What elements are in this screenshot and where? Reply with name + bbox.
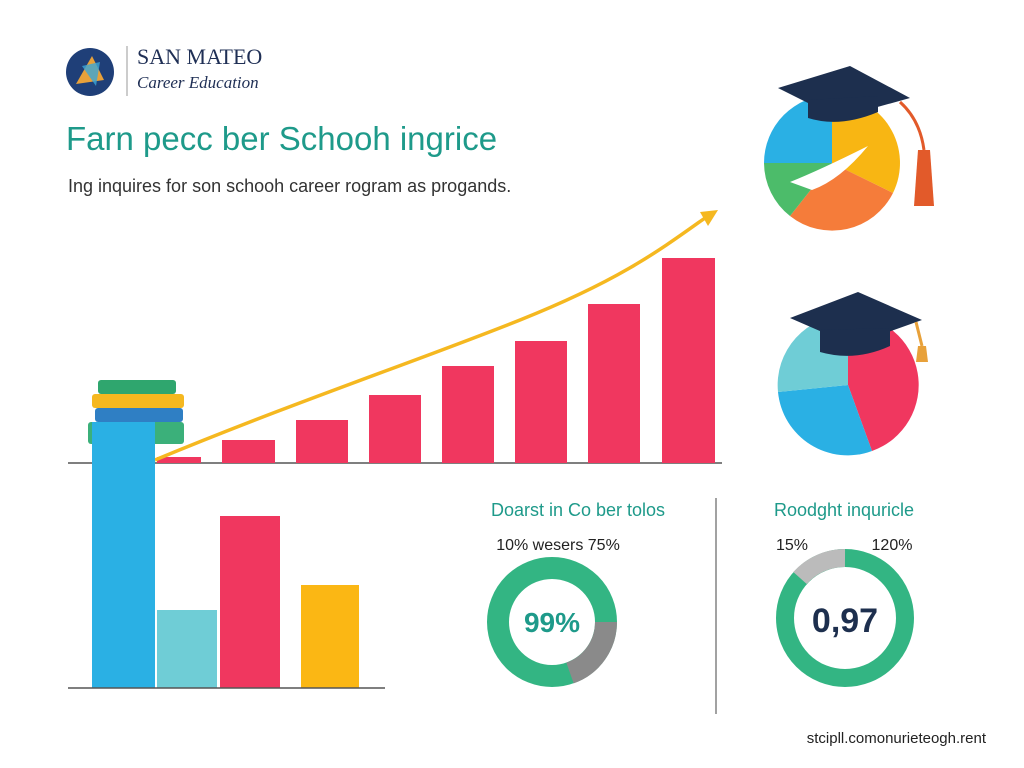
footer-url: stcipll.comonurieteogh.rent [807, 730, 987, 747]
tassel [914, 321, 924, 347]
stat-caption: 10% wesers 75% [496, 537, 620, 554]
bar [369, 395, 421, 463]
stat-title: Roodght inquricle [774, 500, 914, 520]
pie-graduation-2 [777, 292, 928, 456]
stat-center: 0,97 [812, 602, 878, 640]
pie-graduation-1 [764, 66, 934, 231]
book [95, 408, 183, 422]
donut-segment [793, 548, 846, 585]
cap [820, 328, 890, 356]
tassel [916, 346, 928, 362]
logo-name: SAN MATEO [137, 44, 262, 69]
subtitle: Ing inquires for son schooh career rogra… [68, 176, 511, 196]
bar [157, 610, 217, 688]
bar [157, 457, 201, 463]
pie-slice [790, 163, 893, 231]
tassel [914, 150, 934, 206]
logo-emblem-detail [82, 62, 100, 86]
cap [808, 96, 878, 122]
bar [588, 304, 640, 463]
title: Farn pecc ber Schooh ingrice [66, 120, 497, 157]
bar-chart-top [68, 210, 722, 464]
stat-center: 99% [524, 607, 580, 638]
stat-left: 15% [776, 537, 808, 554]
stat-2: Roodght inquricle 15% 120% 0,97 [774, 500, 914, 687]
stat-title: Doarst in Co ber tolos [491, 500, 665, 520]
logo-subtitle: Career Education [137, 73, 259, 92]
bar [222, 440, 275, 463]
tassel [898, 100, 926, 151]
donut-segment [565, 621, 618, 684]
book [98, 380, 176, 394]
pie-icon [790, 146, 868, 190]
stat-right: 120% [872, 537, 913, 554]
logo: SAN MATEO Career Education [66, 44, 262, 96]
bar [296, 420, 348, 463]
bar [662, 258, 715, 463]
bar [442, 366, 494, 463]
book [92, 394, 184, 408]
trend-arrow-head [700, 210, 718, 226]
stat-1: Doarst in Co ber tolos 10% wesers 75% 99… [487, 500, 665, 687]
bar [515, 341, 567, 463]
trend-arrow [154, 216, 707, 462]
bar [220, 516, 280, 688]
pie-slice [778, 385, 872, 456]
bar-chart-bottom [68, 422, 385, 689]
bar [92, 422, 155, 688]
bar [301, 585, 359, 688]
